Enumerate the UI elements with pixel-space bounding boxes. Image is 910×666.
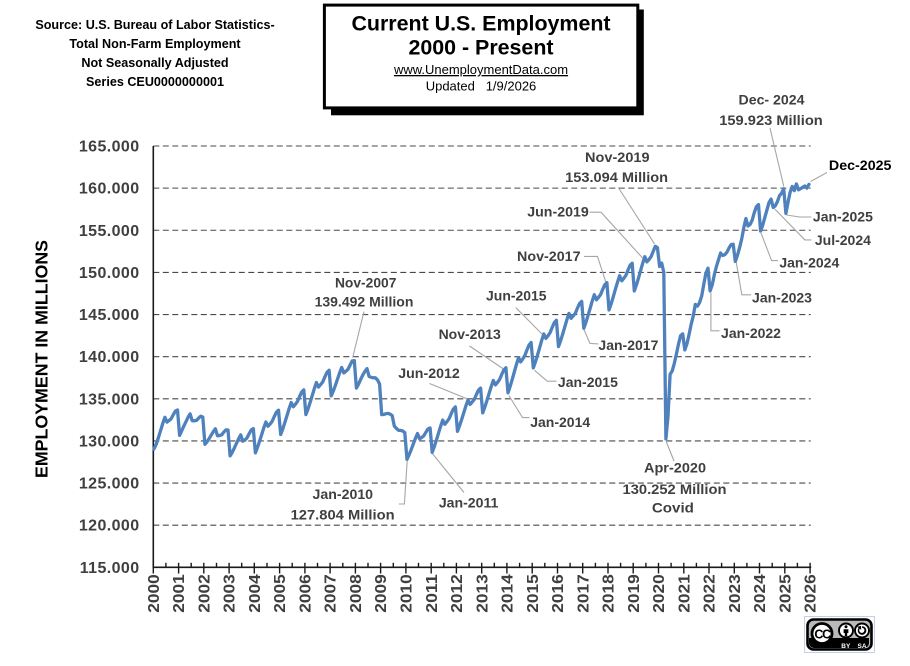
- svg-text:2024: 2024: [752, 574, 769, 613]
- svg-text:145.000: 145.000: [79, 307, 140, 324]
- svg-text:2011: 2011: [424, 574, 441, 613]
- svg-text:159.923 Million: 159.923 Million: [719, 112, 823, 128]
- svg-text:Jan-2024: Jan-2024: [779, 254, 839, 270]
- svg-text:Jul-2024: Jul-2024: [815, 232, 871, 248]
- svg-text:Jan-2015: Jan-2015: [558, 374, 618, 390]
- svg-text:Jan-2010: Jan-2010: [313, 486, 374, 502]
- svg-text:Jun-2012: Jun-2012: [398, 365, 460, 381]
- svg-text:2016: 2016: [550, 574, 567, 613]
- svg-text:2012: 2012: [449, 574, 466, 613]
- svg-text:165.000: 165.000: [79, 139, 140, 156]
- svg-text:2025: 2025: [777, 574, 794, 613]
- svg-text:135.000: 135.000: [79, 391, 140, 408]
- svg-text:Nov-2013: Nov-2013: [439, 326, 501, 342]
- svg-text:2010: 2010: [399, 574, 416, 613]
- svg-text:130.252 Million: 130.252 Million: [623, 481, 727, 497]
- svg-text:2014: 2014: [500, 574, 517, 613]
- svg-text:Not Seasonally Adjusted: Not Seasonally Adjusted: [81, 56, 228, 70]
- svg-text:2007: 2007: [323, 574, 340, 613]
- svg-text:2006: 2006: [298, 574, 315, 613]
- svg-text:Jun-2019: Jun-2019: [527, 204, 589, 220]
- svg-text:Total Non-Farm Employment: Total Non-Farm Employment: [69, 37, 241, 51]
- svg-text:125.000: 125.000: [79, 476, 140, 493]
- svg-text:2000 - Present: 2000 - Present: [408, 36, 553, 60]
- svg-text:153.094 Million: 153.094 Million: [565, 169, 668, 185]
- svg-text:140.000: 140.000: [79, 349, 140, 366]
- svg-text:Dec- 2024: Dec- 2024: [739, 92, 805, 108]
- svg-text:2021: 2021: [676, 574, 693, 613]
- svg-text:2009: 2009: [373, 574, 390, 613]
- svg-text:2018: 2018: [601, 574, 618, 613]
- svg-text:www.UnemploymentData.com: www.UnemploymentData.com: [393, 62, 568, 77]
- svg-text:2015: 2015: [525, 574, 542, 613]
- svg-text:Jan-2023: Jan-2023: [752, 289, 812, 305]
- svg-text:Jan-2011: Jan-2011: [439, 495, 499, 511]
- svg-text:2001: 2001: [171, 574, 188, 613]
- svg-text:2008: 2008: [348, 574, 365, 613]
- svg-text:SA: SA: [857, 643, 866, 650]
- svg-text:160.000: 160.000: [79, 181, 140, 198]
- svg-text:CC: CC: [814, 627, 831, 641]
- svg-text:2020: 2020: [651, 574, 668, 613]
- svg-text:2003: 2003: [222, 574, 239, 613]
- svg-text:120.000: 120.000: [79, 518, 140, 535]
- svg-text:Current U.S. Employment: Current U.S. Employment: [351, 12, 610, 36]
- svg-text:Jan-2025: Jan-2025: [813, 209, 873, 225]
- svg-text:115.000: 115.000: [80, 560, 140, 577]
- svg-text:Jun-2015: Jun-2015: [486, 288, 547, 304]
- svg-text:2002: 2002: [196, 574, 213, 613]
- svg-text:EMPLOYMENT IN MILLIONS: EMPLOYMENT IN MILLIONS: [32, 240, 52, 478]
- svg-text:Nov-2017: Nov-2017: [517, 248, 581, 264]
- svg-text:Jan-2022: Jan-2022: [721, 325, 781, 341]
- svg-text:2022: 2022: [702, 574, 719, 613]
- svg-text:2026: 2026: [803, 574, 820, 613]
- svg-text:2017: 2017: [575, 574, 592, 613]
- svg-text:155.000: 155.000: [79, 223, 140, 240]
- svg-text:Covid: Covid: [652, 499, 694, 515]
- svg-text:127.804 Million: 127.804 Million: [291, 506, 395, 522]
- svg-text:2000: 2000: [146, 574, 163, 613]
- svg-text:2013: 2013: [474, 574, 491, 613]
- svg-text:2023: 2023: [727, 574, 744, 613]
- svg-text:Source: U.S. Bureau of Labor: Source: U.S. Bureau of Labor Statistics-: [35, 18, 274, 32]
- svg-text:Nov-2019: Nov-2019: [585, 149, 650, 165]
- svg-text:Jan-2014: Jan-2014: [530, 414, 590, 430]
- svg-text:2019: 2019: [626, 574, 643, 613]
- svg-text:130.000: 130.000: [79, 433, 140, 450]
- svg-text:Series CEU0000000001: Series CEU0000000001: [86, 75, 224, 89]
- svg-text:Nov-2007: Nov-2007: [335, 275, 397, 291]
- svg-text:Dec-2025: Dec-2025: [829, 157, 892, 173]
- svg-text:Apr-2020: Apr-2020: [644, 460, 706, 476]
- svg-text:BY: BY: [841, 643, 851, 650]
- svg-text:139.492 Million: 139.492 Million: [315, 293, 414, 309]
- svg-text:2005: 2005: [272, 574, 289, 613]
- svg-text:Updated 1/9/2026: Updated 1/9/2026: [426, 79, 537, 94]
- svg-text:2004: 2004: [247, 574, 264, 613]
- svg-text:Jan-2017: Jan-2017: [598, 337, 658, 353]
- svg-text:150.000: 150.000: [79, 265, 140, 282]
